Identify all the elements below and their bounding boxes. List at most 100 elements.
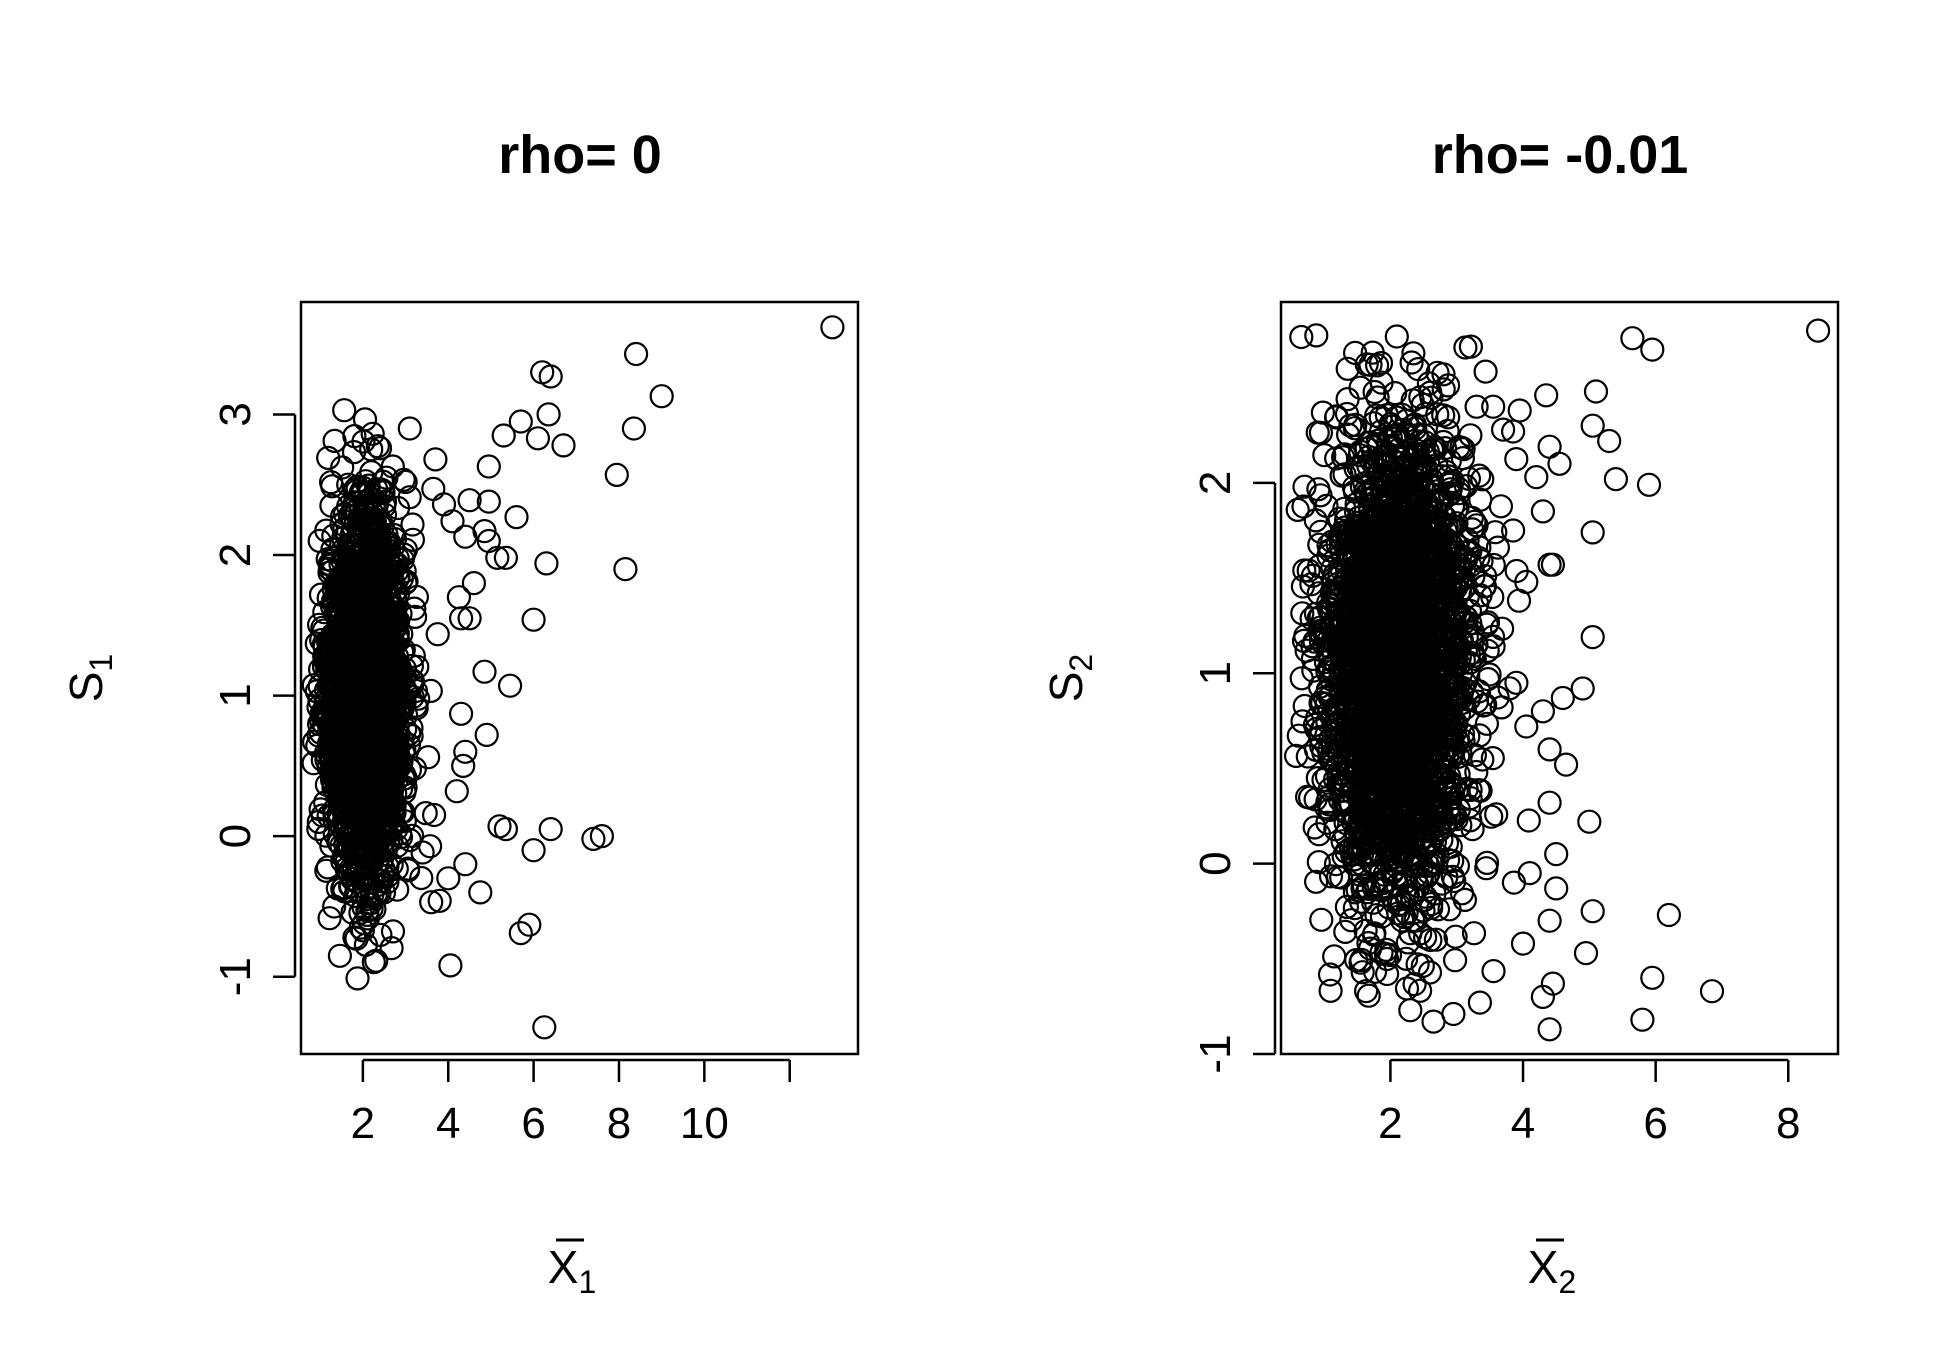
data-point	[451, 753, 476, 779]
chart-title: rho= -0.01	[1432, 125, 1689, 185]
data-point	[457, 606, 482, 631]
data-point	[1423, 927, 1449, 952]
x-tick-label: 6	[521, 1099, 545, 1148]
data-point	[1306, 849, 1331, 875]
data-point	[440, 509, 465, 534]
data-point	[380, 454, 405, 479]
data-point	[350, 918, 375, 943]
y-tick-label: 3	[211, 402, 260, 426]
data-point	[474, 722, 499, 748]
data-point	[356, 594, 381, 619]
y-tick-label: 2	[211, 543, 260, 567]
data-point	[1489, 616, 1515, 641]
plot-frame	[299, 300, 860, 1056]
data-point	[538, 364, 563, 389]
data-point	[436, 866, 461, 891]
data-point	[357, 608, 382, 633]
data-point	[613, 556, 638, 582]
plot-frame	[1279, 300, 1840, 1056]
data-point	[401, 643, 426, 669]
data-point	[348, 566, 373, 591]
data-point	[379, 554, 404, 579]
data-point	[468, 880, 493, 905]
data-point	[1304, 323, 1329, 348]
data-point	[364, 881, 389, 906]
data-point	[338, 591, 363, 616]
data-point	[491, 423, 516, 448]
data-point	[355, 617, 380, 642]
data-point	[1302, 815, 1327, 840]
data-point	[521, 607, 546, 632]
data-point	[329, 565, 355, 590]
data-point	[370, 838, 395, 863]
data-point	[364, 748, 389, 774]
data-point	[357, 481, 382, 506]
y-axis-label-subscript: 1	[83, 654, 119, 672]
data-point	[1516, 808, 1541, 833]
data-point	[623, 341, 649, 367]
y-tick-label: 1	[211, 683, 260, 707]
data-point	[348, 915, 373, 940]
data-point	[352, 811, 377, 836]
data-point	[374, 465, 399, 490]
data-point	[308, 797, 333, 822]
data-point	[457, 488, 482, 513]
data-point	[538, 816, 563, 842]
data-point	[403, 604, 428, 630]
data-point	[317, 560, 342, 585]
data-point	[581, 826, 606, 852]
data-point	[409, 865, 434, 891]
data-point	[306, 816, 331, 842]
data-point	[423, 447, 448, 472]
y-tick-label: -1	[211, 957, 260, 996]
data-point	[431, 492, 457, 517]
data-point	[306, 695, 331, 720]
data-point	[337, 696, 362, 721]
data-point	[405, 654, 430, 680]
data-point	[328, 758, 353, 784]
data-point	[422, 802, 447, 828]
data-point	[551, 433, 576, 458]
y-axis-label-base: S	[60, 672, 112, 703]
data-point	[340, 817, 365, 842]
data-point	[390, 696, 415, 721]
data-point	[395, 856, 421, 881]
x-tick-label: 2	[351, 1099, 375, 1148]
data-point	[504, 504, 529, 530]
x-tick-label: 4	[436, 1099, 460, 1148]
data-point	[649, 384, 674, 409]
data-point	[525, 426, 551, 451]
data-point	[345, 858, 370, 883]
data-point	[1442, 948, 1468, 973]
data-point	[438, 953, 463, 978]
data-point	[380, 919, 406, 944]
data-point	[1481, 958, 1506, 984]
data-point	[372, 494, 397, 519]
plot-area	[299, 300, 860, 1056]
data-point	[419, 890, 444, 915]
data-point	[345, 966, 370, 991]
data-point	[425, 622, 450, 647]
data-point	[621, 416, 647, 441]
data-point	[365, 434, 390, 459]
data-point	[322, 894, 347, 919]
data-point	[410, 840, 435, 865]
data-point	[361, 949, 386, 975]
data-point	[379, 935, 404, 961]
data-point	[472, 659, 497, 684]
data-point	[508, 409, 533, 434]
data-point	[317, 906, 342, 931]
data-point	[351, 429, 376, 454]
data-point	[358, 707, 383, 733]
data-point	[418, 834, 443, 859]
data-point	[532, 1015, 557, 1040]
data-point	[444, 779, 469, 804]
data-point	[1475, 638, 1500, 663]
data-point	[316, 754, 341, 780]
data-point	[416, 745, 441, 770]
data-point	[820, 315, 845, 340]
data-point	[328, 596, 353, 621]
data-point	[344, 926, 369, 951]
data-point	[387, 699, 412, 724]
data-point	[371, 880, 397, 905]
